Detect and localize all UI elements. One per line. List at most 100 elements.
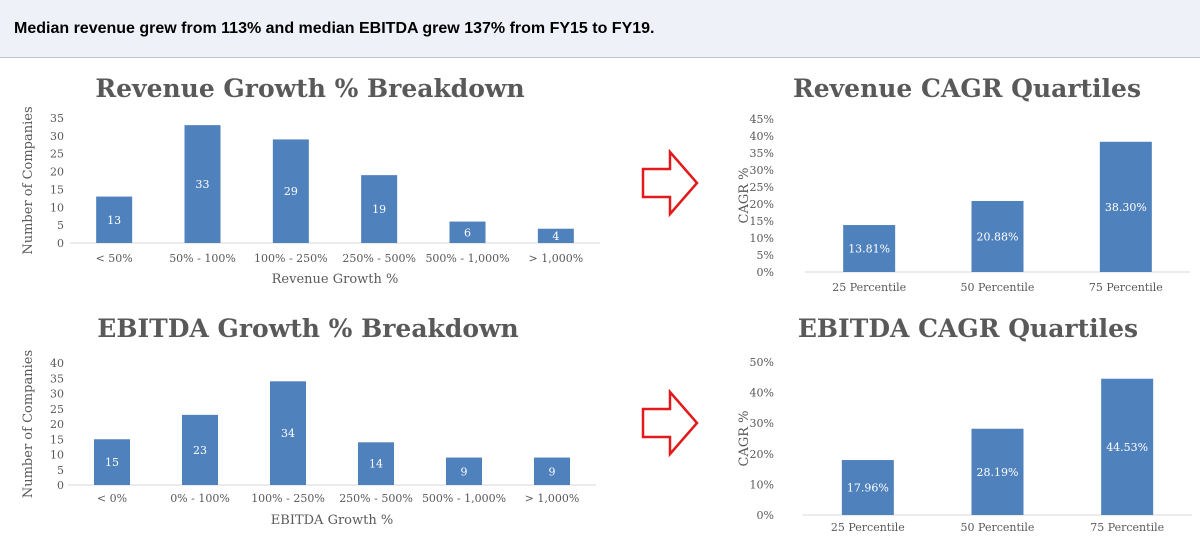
ebitda-cagr-chart: EBITDA CAGR Quartiles 0% 10% 20% 30% 40% 50% 17… xyxy=(737,314,1192,534)
y-tick-label: 40% xyxy=(750,387,774,400)
y-tick-label: 10% xyxy=(750,232,774,245)
bar-data-label: 15 xyxy=(105,456,119,469)
y-tick-label: 20 xyxy=(50,166,64,179)
bar xyxy=(182,414,218,485)
bar-data-label: 6 xyxy=(464,226,471,239)
x-axis-label: Revenue Growth % xyxy=(272,272,399,287)
y-tick-label: 20 xyxy=(50,418,64,431)
y-tick-label: 40 xyxy=(50,357,64,370)
revenue-growth-chart: Revenue Growth % Breakdown 0 5 10 15 20 25 30 35… xyxy=(21,74,600,287)
y-tick-label: 35 xyxy=(50,112,64,125)
x-tick-label: 25 Percentile xyxy=(831,521,905,534)
bar-data-label: 33 xyxy=(196,178,210,191)
banner-text: Median revenue grew from 113% and median… xyxy=(14,20,655,37)
x-tick-label: 250% - 500% xyxy=(342,252,416,265)
bar xyxy=(1101,378,1154,515)
bar xyxy=(843,225,896,272)
y-tick-label: 0 xyxy=(57,479,64,492)
chart-title: Revenue Growth % Breakdown xyxy=(95,74,524,103)
y-tick-label: 30% xyxy=(750,164,774,177)
x-tick-label: 500% - 1,000% xyxy=(422,492,506,505)
y-tick-label: 20% xyxy=(750,198,774,211)
y-tick-label: 25% xyxy=(750,181,774,194)
y-tick-label: 25 xyxy=(50,148,64,161)
y-tick-label: 5 xyxy=(57,464,64,477)
y-tick-label: 0% xyxy=(757,266,774,279)
bar-data-label: 44.53% xyxy=(1106,441,1148,454)
chart-title: EBITDA CAGR Quartiles xyxy=(798,314,1138,343)
y-tick-label: 5 xyxy=(57,219,64,232)
bar xyxy=(537,228,574,243)
bar xyxy=(446,457,482,485)
bar-data-label: 4 xyxy=(552,230,559,243)
y-tick-label: 30% xyxy=(750,417,774,430)
y-tick-label: 25 xyxy=(50,403,64,416)
bar xyxy=(94,439,130,485)
bar-data-label: 9 xyxy=(549,465,556,478)
bar-data-label: 13 xyxy=(107,214,121,227)
y-tick-label: 50% xyxy=(750,356,774,369)
bar-data-label: 29 xyxy=(284,185,298,198)
bar xyxy=(358,442,394,485)
bar xyxy=(1099,141,1152,272)
bar-data-label: 9 xyxy=(461,465,468,478)
right-arrow-icon xyxy=(641,388,699,458)
revenue-cagr-chart: Revenue CAGR Quartiles 0% 5% 10% 15% 20% 25% 30… xyxy=(737,74,1190,294)
bar-data-label: 20.88% xyxy=(977,231,1019,244)
y-axis-label: Number of Companies xyxy=(21,350,36,498)
x-tick-label: > 1,000% xyxy=(529,252,584,265)
y-tick-label: 45% xyxy=(750,113,774,126)
x-tick-label: 250% - 500% xyxy=(339,492,413,505)
y-tick-label: 10 xyxy=(50,201,64,214)
x-tick-label: > 1,000% xyxy=(525,492,580,505)
bar xyxy=(841,460,894,515)
bar xyxy=(971,428,1024,515)
bar-data-label: 38.30% xyxy=(1105,201,1147,214)
bar xyxy=(270,381,306,485)
bar xyxy=(184,125,221,243)
bar-data-label: 14 xyxy=(369,458,383,471)
y-tick-label: 15 xyxy=(50,433,64,446)
y-tick-label: 35 xyxy=(50,372,64,385)
x-tick-label: 50 Percentile xyxy=(961,521,1035,534)
bar xyxy=(272,139,309,243)
y-axis-label: CAGR % xyxy=(737,411,752,467)
x-tick-label: 100% - 250% xyxy=(251,492,325,505)
chart-title: EBITDA Growth % Breakdown xyxy=(97,314,518,343)
x-tick-label: 100% - 250% xyxy=(254,252,328,265)
bar xyxy=(449,221,486,243)
chart-title: Revenue CAGR Quartiles xyxy=(793,74,1141,103)
y-tick-label: 0% xyxy=(757,509,774,522)
y-tick-label: 10 xyxy=(50,449,64,462)
bar xyxy=(96,196,133,243)
bar-data-label: 13.81% xyxy=(848,243,890,256)
x-tick-label: 25 Percentile xyxy=(832,281,906,294)
y-tick-label: 20% xyxy=(750,448,774,461)
y-tick-label: 35% xyxy=(750,147,774,160)
right-arrow-icon xyxy=(641,148,699,218)
bar-data-label: 19 xyxy=(372,203,386,216)
ebitda-growth-chart: EBITDA Growth % Breakdown 0 5 10 15 20 25 30 35 4… xyxy=(21,314,596,528)
x-tick-label: < 50% xyxy=(96,252,133,265)
x-tick-label: 50% - 100% xyxy=(169,252,236,265)
x-tick-label: 0% - 100% xyxy=(170,492,230,505)
x-tick-label: 500% - 1,000% xyxy=(425,252,509,265)
y-tick-label: 15% xyxy=(750,215,774,228)
y-tick-label: 30 xyxy=(50,388,64,401)
y-tick-label: 40% xyxy=(750,130,774,143)
y-tick-label: 10% xyxy=(750,478,774,491)
y-tick-label: 30 xyxy=(50,130,64,143)
bar xyxy=(361,175,398,243)
bar-data-label: 23 xyxy=(193,444,207,457)
header-banner: Median revenue grew from 113% and median… xyxy=(0,0,1200,58)
y-tick-label: 15 xyxy=(50,183,64,196)
x-tick-label: 50 Percentile xyxy=(961,281,1035,294)
x-tick-label: 75 Percentile xyxy=(1089,281,1163,294)
bar-data-label: 28.19% xyxy=(977,466,1019,479)
y-axis-label: CAGR % xyxy=(737,168,752,224)
x-tick-label: 75 Percentile xyxy=(1090,521,1164,534)
bar-data-label: 17.96% xyxy=(847,482,889,495)
y-tick-label: 5% xyxy=(757,249,774,262)
y-axis-label: Number of Companies xyxy=(21,106,36,254)
x-tick-label: < 0% xyxy=(97,492,127,505)
